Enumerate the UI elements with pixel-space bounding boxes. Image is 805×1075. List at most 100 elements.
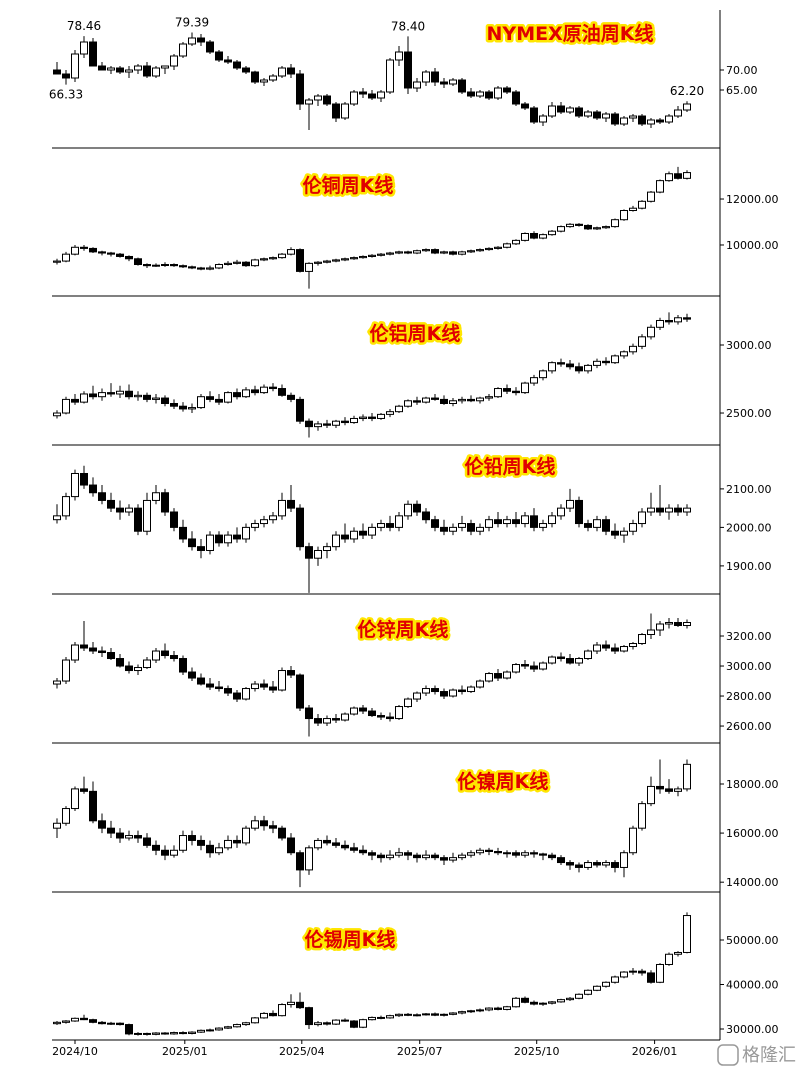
candle-body	[404, 1013, 412, 1016]
candle-body	[539, 234, 547, 239]
candle-body	[647, 119, 655, 125]
candle-body	[404, 251, 412, 254]
candle-body	[269, 1012, 277, 1017]
candle-body	[485, 519, 493, 528]
candle-body	[566, 223, 574, 228]
candle-body	[566, 862, 574, 866]
candle-body	[323, 260, 331, 263]
candle-body	[89, 393, 97, 398]
candle-body	[467, 1010, 475, 1013]
candle-body	[386, 1015, 394, 1019]
candle-body	[647, 191, 655, 202]
candle-body	[440, 857, 448, 861]
candle-body	[341, 420, 349, 424]
candle-body	[413, 81, 421, 89]
candle-body	[467, 852, 475, 856]
candle-body	[539, 853, 547, 856]
candle-body	[557, 362, 565, 365]
candle-body	[665, 319, 673, 323]
candle-body	[422, 1013, 430, 1016]
candle-body	[224, 839, 232, 849]
candle-body	[179, 526, 187, 540]
candle-body	[620, 117, 628, 125]
candle-body	[476, 397, 484, 402]
candle-body	[611, 530, 619, 536]
candle-body	[359, 707, 367, 712]
candle-body	[539, 115, 547, 123]
candle-body	[134, 1032, 142, 1035]
candle-body	[53, 260, 61, 263]
candle-body	[629, 207, 637, 212]
candle-body	[503, 852, 511, 855]
candle-body	[332, 1019, 340, 1025]
candle-body	[350, 417, 358, 424]
candle-body	[449, 251, 457, 255]
candle-body	[215, 1027, 223, 1031]
candle-body	[431, 71, 439, 83]
candle-body	[170, 849, 178, 856]
candle-body	[350, 707, 358, 715]
candle-body	[197, 839, 205, 846]
candle-body	[431, 854, 439, 859]
candle-body	[584, 224, 592, 230]
candle-body	[53, 1021, 61, 1025]
candle-body	[431, 688, 439, 693]
candle-body	[431, 1013, 439, 1016]
candle-body	[143, 264, 151, 267]
candle-body	[521, 997, 529, 1003]
y-tick-label: 30000.00	[726, 1023, 779, 1036]
candle-body	[647, 972, 655, 983]
candle-body	[404, 51, 412, 89]
candle-body	[413, 692, 421, 700]
candle-body	[350, 91, 358, 105]
candle-body	[80, 246, 88, 249]
candle-body	[521, 852, 529, 856]
candle-body	[143, 65, 151, 77]
candle-body	[503, 1006, 511, 1010]
candle-body	[629, 345, 637, 353]
candle-body	[62, 496, 70, 517]
candle-body	[611, 355, 619, 364]
candle-body	[125, 1024, 133, 1035]
candle-body	[494, 388, 502, 398]
candle-body	[197, 396, 205, 409]
candle-body	[260, 683, 268, 688]
candle-body	[170, 264, 178, 267]
candle-body	[242, 1022, 250, 1026]
x-tick-label: 2025/10	[514, 1045, 560, 1058]
candle-body	[143, 837, 151, 846]
candle-body	[656, 319, 664, 328]
candle-body	[341, 258, 349, 261]
candle-body	[215, 398, 223, 403]
candle-body	[638, 115, 646, 125]
candle-body	[620, 646, 628, 652]
candle-body	[152, 397, 160, 400]
candle-body	[368, 710, 376, 717]
candle-body	[197, 1029, 205, 1033]
candle-body	[188, 538, 196, 548]
candle-body	[665, 173, 673, 182]
candle-body	[476, 849, 484, 854]
candle-body	[629, 115, 637, 119]
candle-body	[287, 670, 295, 676]
candle-body	[656, 785, 664, 790]
candle-body	[341, 1019, 349, 1022]
candle-body	[656, 623, 664, 631]
candle-body	[386, 854, 394, 859]
candle-body	[386, 59, 394, 93]
candle-body	[98, 650, 106, 654]
candle-body	[179, 405, 187, 410]
candle-body	[233, 392, 241, 398]
candle-body	[548, 105, 556, 117]
candle-body	[206, 534, 214, 551]
y-tick-label: 3000.00	[726, 660, 772, 673]
candle-body	[170, 655, 178, 660]
candle-body	[566, 499, 574, 509]
candle-body	[386, 523, 394, 528]
candle-body	[233, 692, 241, 700]
candle-body	[449, 1012, 457, 1015]
candle-body	[377, 523, 385, 528]
candle-body	[629, 643, 637, 648]
candle-body	[593, 862, 601, 866]
candle-body	[269, 386, 277, 390]
